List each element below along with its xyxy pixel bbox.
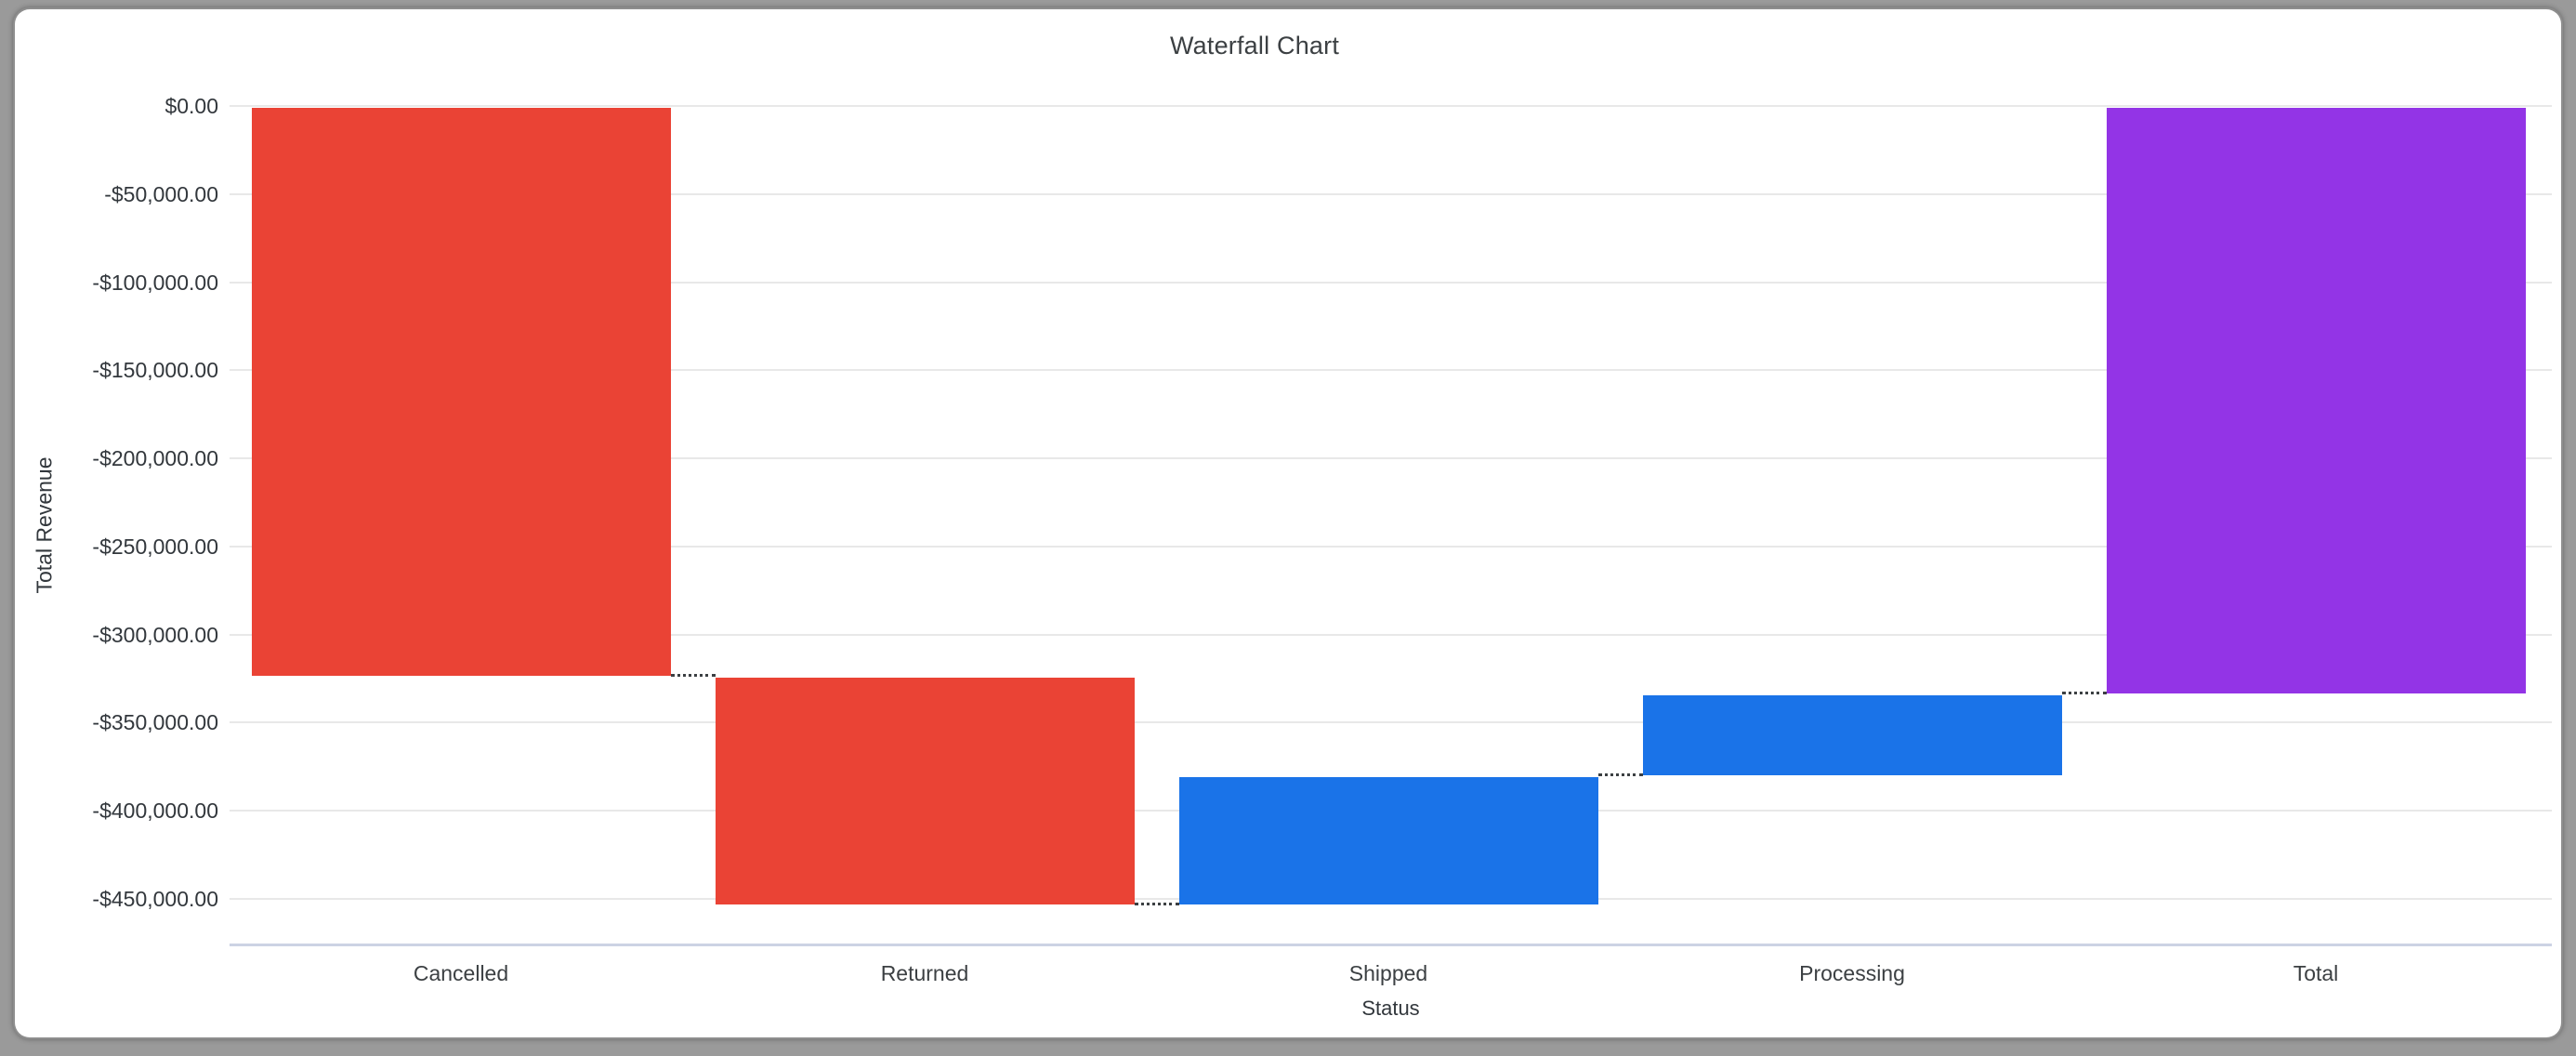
y-tick-label: -$50,000.00 [104, 181, 218, 206]
y-tick-label: -$300,000.00 [92, 622, 218, 647]
waterfall-connector [2061, 691, 2107, 694]
x-category-label: Total [2293, 961, 2339, 985]
x-category-label: Shipped [1348, 961, 1428, 985]
y-tick-label: -$150,000.00 [92, 358, 218, 383]
y-tick-label: -$450,000.00 [92, 887, 218, 911]
x-category-label: Processing [1799, 961, 1905, 985]
gridline [230, 721, 2552, 724]
gridline [230, 281, 2552, 284]
waterfall-connector [670, 674, 716, 678]
bar-processing[interactable] [1642, 694, 2062, 776]
x-axis-title: Status [1361, 997, 1420, 1020]
gridline [230, 457, 2552, 460]
bar-cancelled[interactable] [251, 108, 671, 677]
y-tick-label: $0.00 [164, 94, 218, 118]
waterfall-connector [1597, 773, 1643, 777]
y-tick-label: -$400,000.00 [92, 799, 218, 824]
gridline [230, 633, 2552, 636]
gridline [230, 545, 2552, 548]
y-tick-label: -$100,000.00 [92, 270, 218, 295]
y-tick-label: -$200,000.00 [92, 446, 218, 471]
gridline [230, 192, 2552, 195]
gridline [230, 369, 2552, 372]
bar-shipped[interactable] [1178, 777, 1598, 904]
gridline [230, 105, 2552, 107]
x-axis-baseline [230, 944, 2552, 946]
waterfall-connector [1134, 902, 1179, 905]
x-category-label: Cancelled [413, 961, 509, 985]
chart-title: Waterfall Chart [1169, 32, 1340, 59]
y-tick-label: -$250,000.00 [92, 534, 218, 559]
bar-returned[interactable] [715, 678, 1135, 904]
y-tick-label: -$350,000.00 [92, 710, 218, 735]
y-axis-title: Total Revenue [32, 456, 57, 594]
bar-total[interactable] [2106, 108, 2526, 693]
x-category-label: Returned [880, 961, 969, 985]
